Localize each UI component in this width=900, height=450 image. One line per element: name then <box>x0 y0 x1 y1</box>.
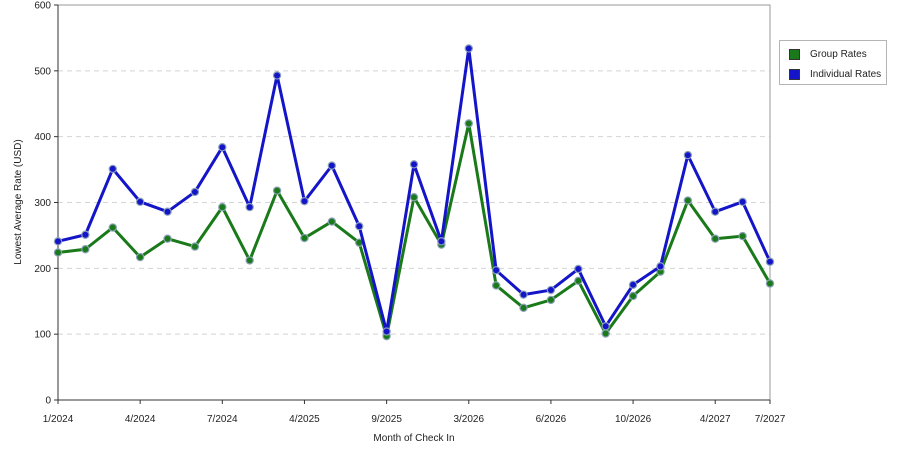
data-point <box>163 207 172 216</box>
data-point <box>765 257 775 266</box>
y-tick-label: 200 <box>34 264 51 275</box>
axes: 0 100 200 300 400 500 600 1/2024 4/2024 7/2024 4/2… <box>34 1 785 426</box>
data-point <box>245 202 254 212</box>
x-tick-label: 7/2027 <box>755 414 786 425</box>
data-point <box>711 207 720 216</box>
legend-label: Group Rates <box>810 48 867 60</box>
data-point <box>327 161 337 170</box>
series-group-rates <box>53 119 775 341</box>
data-point <box>519 303 528 313</box>
data-point <box>218 202 227 212</box>
data-point <box>218 142 227 152</box>
legend-item-individual-rates: Individual Rates <box>780 64 886 84</box>
y-tick-label: 0 <box>45 396 51 407</box>
data-point <box>574 264 583 274</box>
series-individual-rates <box>53 44 775 336</box>
data-point <box>53 237 63 246</box>
data-point <box>108 223 117 232</box>
data-point <box>574 276 583 286</box>
data-point <box>272 71 282 80</box>
data-point <box>546 285 556 295</box>
data-point <box>53 248 63 257</box>
x-axis-title: Month of Check In <box>373 433 454 444</box>
y-tick-label: 400 <box>34 132 51 143</box>
data-point <box>300 196 309 206</box>
x-tick-label: 3/2026 <box>453 414 484 425</box>
legend: Group Rates Individual Rates <box>779 40 887 85</box>
y-axis-title: Lowest Average Rate (USD) <box>13 139 24 264</box>
data-point <box>272 186 282 195</box>
x-tick-label: 1/2024 <box>43 414 74 425</box>
data-point <box>464 44 473 53</box>
legend-swatch-green <box>789 48 800 60</box>
data-point <box>300 233 309 243</box>
data-point <box>163 234 172 243</box>
series-layer <box>53 44 775 341</box>
data-point <box>108 164 117 174</box>
x-tick-label: 4/2025 <box>289 414 320 425</box>
data-point <box>135 252 145 262</box>
data-point <box>245 256 254 265</box>
legend-item-group-rates: Group Rates <box>780 44 886 64</box>
data-point <box>738 231 747 241</box>
data-point <box>81 230 90 239</box>
data-point <box>464 119 473 128</box>
data-point <box>711 234 720 243</box>
x-tick-label: 4/2027 <box>700 414 731 425</box>
data-point <box>135 197 145 207</box>
data-point <box>656 262 665 271</box>
x-tick-label: 9/2025 <box>371 414 402 425</box>
data-point <box>409 160 419 169</box>
data-point <box>765 279 775 288</box>
data-point <box>382 327 391 336</box>
series-line <box>57 46 772 334</box>
data-point <box>190 242 200 251</box>
y-tick-label: 500 <box>34 66 51 77</box>
data-point <box>491 266 501 275</box>
x-tick-label: 6/2026 <box>536 414 567 425</box>
legend-swatch-blue <box>789 68 800 80</box>
data-point <box>628 291 638 301</box>
data-point <box>519 290 528 299</box>
data-point <box>628 280 638 289</box>
x-tick-label: 7/2024 <box>207 414 238 425</box>
y-tick-label: 100 <box>34 330 51 341</box>
data-point <box>437 237 446 246</box>
data-point <box>81 245 90 254</box>
y-tick-label: 300 <box>34 198 51 209</box>
data-point <box>327 217 337 226</box>
x-tick-label: 10/2026 <box>615 414 652 425</box>
data-point <box>355 221 364 231</box>
data-point <box>683 196 693 205</box>
x-tick-label: 4/2024 <box>125 414 156 425</box>
data-point <box>190 187 200 197</box>
data-point <box>601 329 610 338</box>
data-point <box>683 150 693 160</box>
data-point <box>491 281 501 290</box>
data-point <box>409 193 419 202</box>
series-line <box>57 122 772 338</box>
data-point <box>601 322 610 331</box>
y-tick-label: 600 <box>34 1 51 12</box>
legend-label: Individual Rates <box>810 68 882 80</box>
data-point <box>546 295 556 305</box>
data-point <box>738 197 747 207</box>
